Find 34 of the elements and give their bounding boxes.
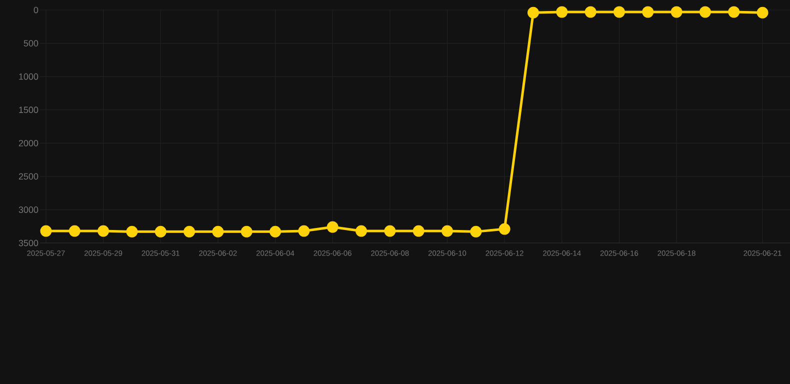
y-tick-label: 3000 (18, 206, 38, 213)
y-tick-label: 3500 (18, 240, 38, 246)
point (40, 225, 52, 237)
y-tick-label: 1000 (19, 73, 38, 80)
point (212, 226, 224, 238)
point (613, 6, 625, 18)
point (384, 225, 396, 237)
point (240, 226, 252, 238)
point (728, 6, 740, 18)
point (470, 226, 482, 238)
point (298, 225, 310, 237)
point (126, 226, 138, 238)
point (184, 226, 196, 238)
point (412, 225, 424, 237)
point (154, 226, 166, 238)
point (356, 225, 368, 237)
y-tick-label: 1500 (19, 106, 38, 114)
y-tick-label: 0 (34, 6, 38, 14)
y-tick-label: 500 (24, 40, 38, 46)
point (68, 225, 80, 237)
point (556, 6, 568, 18)
point (326, 221, 338, 233)
point (498, 223, 510, 235)
point (270, 226, 282, 238)
y-tick-label: 2000 (18, 140, 38, 146)
point (98, 225, 110, 237)
point (670, 6, 682, 18)
point (642, 6, 654, 18)
point (584, 6, 596, 18)
point (699, 6, 711, 18)
point (756, 6, 768, 18)
point (527, 6, 539, 18)
point (442, 225, 453, 237)
y-tick-label: 2500 (18, 173, 38, 180)
